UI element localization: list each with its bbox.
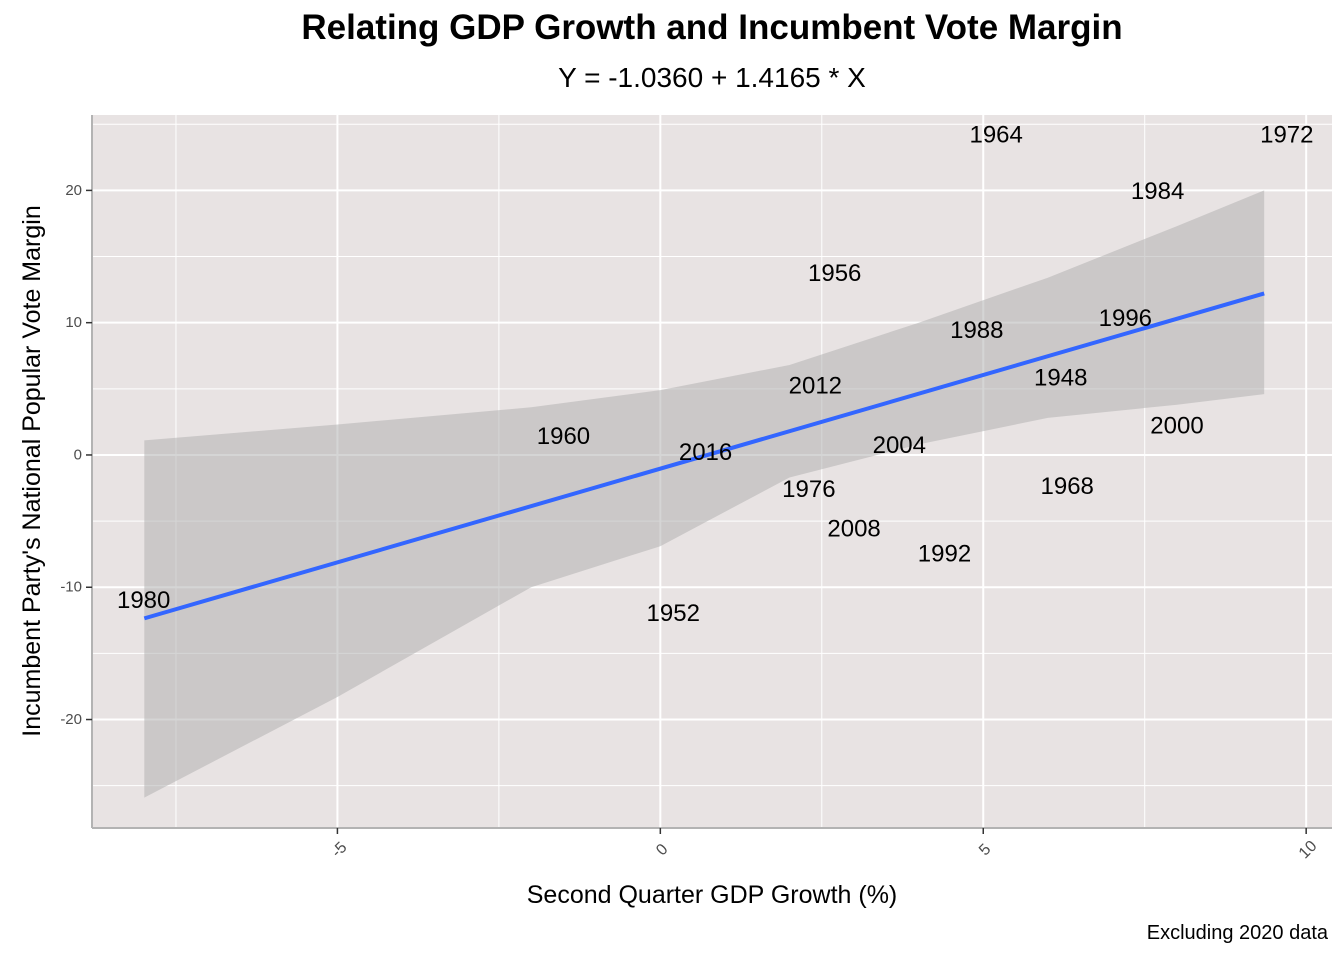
y-tick-label: 20 <box>65 182 82 199</box>
y-tick-label: -20 <box>60 711 82 728</box>
x-axis-title: Second Quarter GDP Growth (%) <box>527 881 898 909</box>
point-label-1996: 1996 <box>1099 305 1152 332</box>
regression-line <box>143 291 1265 621</box>
point-label-1976: 1976 <box>782 476 835 503</box>
point-label-2008: 2008 <box>827 516 880 543</box>
point-label-1988: 1988 <box>950 317 1003 344</box>
point-label-2000: 2000 <box>1150 412 1203 439</box>
point-label-1960: 1960 <box>537 423 590 450</box>
point-label-1984: 1984 <box>1131 178 1184 205</box>
x-tick-label: -5 <box>328 839 350 861</box>
point-label-1972: 1972 <box>1260 121 1313 148</box>
y-tick-label: -10 <box>60 579 82 596</box>
point-label-2004: 2004 <box>873 432 926 459</box>
chart-subtitle: Y = -1.0360 + 1.4165 * X <box>558 62 866 93</box>
point-label-1980: 1980 <box>117 587 170 614</box>
chart-caption: Excluding 2020 data <box>1146 922 1328 944</box>
point-labels: 1948 1952 1956 1960 1964 1968 1972 1976 1980 1984… <box>117 121 1314 627</box>
x-tick-label: 0 <box>653 841 671 859</box>
x-axis-ticks: -5 0 5 10 <box>328 828 1321 863</box>
confidence-band <box>144 190 1265 798</box>
x-tick-label: 10 <box>1296 838 1321 863</box>
point-label-2012: 2012 <box>789 373 842 400</box>
point-label-1956: 1956 <box>808 260 861 287</box>
y-tick-label: 0 <box>74 446 82 463</box>
y-tick-label: 10 <box>65 314 82 331</box>
point-label-1964: 1964 <box>969 121 1022 148</box>
y-axis-title: Incumbent Party's National Popular Vote … <box>18 205 46 736</box>
point-label-1952: 1952 <box>647 600 700 627</box>
chart-title: Relating GDP Growth and Incumbent Vote M… <box>301 8 1123 47</box>
point-label-1948: 1948 <box>1034 365 1087 392</box>
x-tick-label: 5 <box>976 841 994 859</box>
point-label-2016: 2016 <box>679 439 732 466</box>
point-label-1968: 1968 <box>1041 473 1094 500</box>
y-axis-ticks: -20 -10 0 10 20 <box>60 182 92 728</box>
point-label-1992: 1992 <box>918 541 971 568</box>
